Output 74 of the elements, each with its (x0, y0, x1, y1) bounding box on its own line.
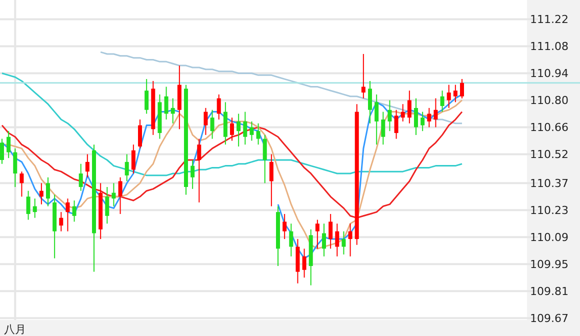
candlestick (6, 130, 11, 159)
candlestick (269, 154, 274, 207)
candlestick (381, 111, 386, 146)
candlestick (394, 109, 398, 140)
candlestick (289, 223, 294, 257)
y-tick-label: 110.09 (530, 230, 568, 244)
candlestick (282, 213, 287, 240)
candlestick (59, 212, 64, 232)
candlestick (190, 160, 195, 190)
candlestick (197, 138, 202, 203)
candlestick (342, 230, 346, 255)
candlestick (420, 111, 425, 132)
candlestick (335, 223, 340, 257)
candlestick (144, 78, 149, 114)
candlestick (460, 78, 464, 99)
y-tick-label: 111.22 (530, 13, 568, 26)
candlestick (66, 198, 70, 232)
y-tick-label: 110.94 (530, 67, 568, 80)
candlestick (170, 98, 175, 124)
y-tick-label: 110.52 (530, 148, 568, 162)
candlestick (112, 182, 116, 207)
candlestick (256, 122, 260, 146)
candlestick (46, 176, 50, 207)
candlestick (243, 111, 248, 146)
y-tick-label: 110.37 (530, 176, 568, 190)
candlestick (105, 186, 110, 224)
candlestick (440, 90, 444, 112)
candlestick (446, 84, 451, 108)
candlestick (250, 120, 254, 142)
candlestick (124, 154, 129, 182)
candlestick (164, 86, 168, 120)
x-tick-label: 八月 (4, 322, 26, 336)
y-tick-label: 110.66 (530, 121, 568, 134)
candlestick (262, 134, 267, 184)
candlestick (328, 213, 333, 250)
candlestick (32, 198, 37, 218)
candlestick (322, 223, 326, 257)
candlestick (302, 248, 306, 278)
candlestick (230, 117, 234, 142)
candlestick (368, 80, 372, 124)
candlestick (407, 90, 412, 124)
candlestick (434, 98, 438, 128)
y-tick-label: 110.80 (530, 94, 568, 108)
candlestick (0, 138, 4, 164)
y-tick-label: 109.95 (530, 258, 568, 271)
candlestick (85, 154, 90, 178)
candlestick (204, 107, 208, 136)
candlestick (236, 113, 241, 148)
candlestick (400, 104, 405, 122)
candlestick (138, 119, 142, 149)
candlestick (374, 94, 379, 146)
candlestick (210, 109, 214, 140)
candlestick (131, 144, 136, 174)
candlestick (216, 94, 221, 120)
line-series (1, 111, 463, 219)
candlestick (26, 190, 30, 220)
candlestick (20, 171, 24, 198)
candlestick (118, 176, 122, 214)
candlestick (78, 163, 83, 192)
candlestick (72, 200, 76, 222)
line-series (1, 72, 463, 176)
candlestick (361, 53, 366, 99)
y-tick-label: 111.08 (530, 40, 568, 54)
candlestick (315, 219, 320, 250)
candlestick (348, 223, 352, 257)
candlestick (39, 182, 44, 205)
y-tick-label: 109.67 (530, 312, 568, 325)
candlestick (414, 98, 418, 136)
candlestick (453, 84, 458, 103)
y-tick-label: 110.23 (530, 204, 568, 217)
candlestick (427, 107, 432, 128)
candlestick (388, 100, 392, 132)
candlestick (13, 148, 18, 188)
y-tick-label: 109.81 (530, 284, 568, 298)
